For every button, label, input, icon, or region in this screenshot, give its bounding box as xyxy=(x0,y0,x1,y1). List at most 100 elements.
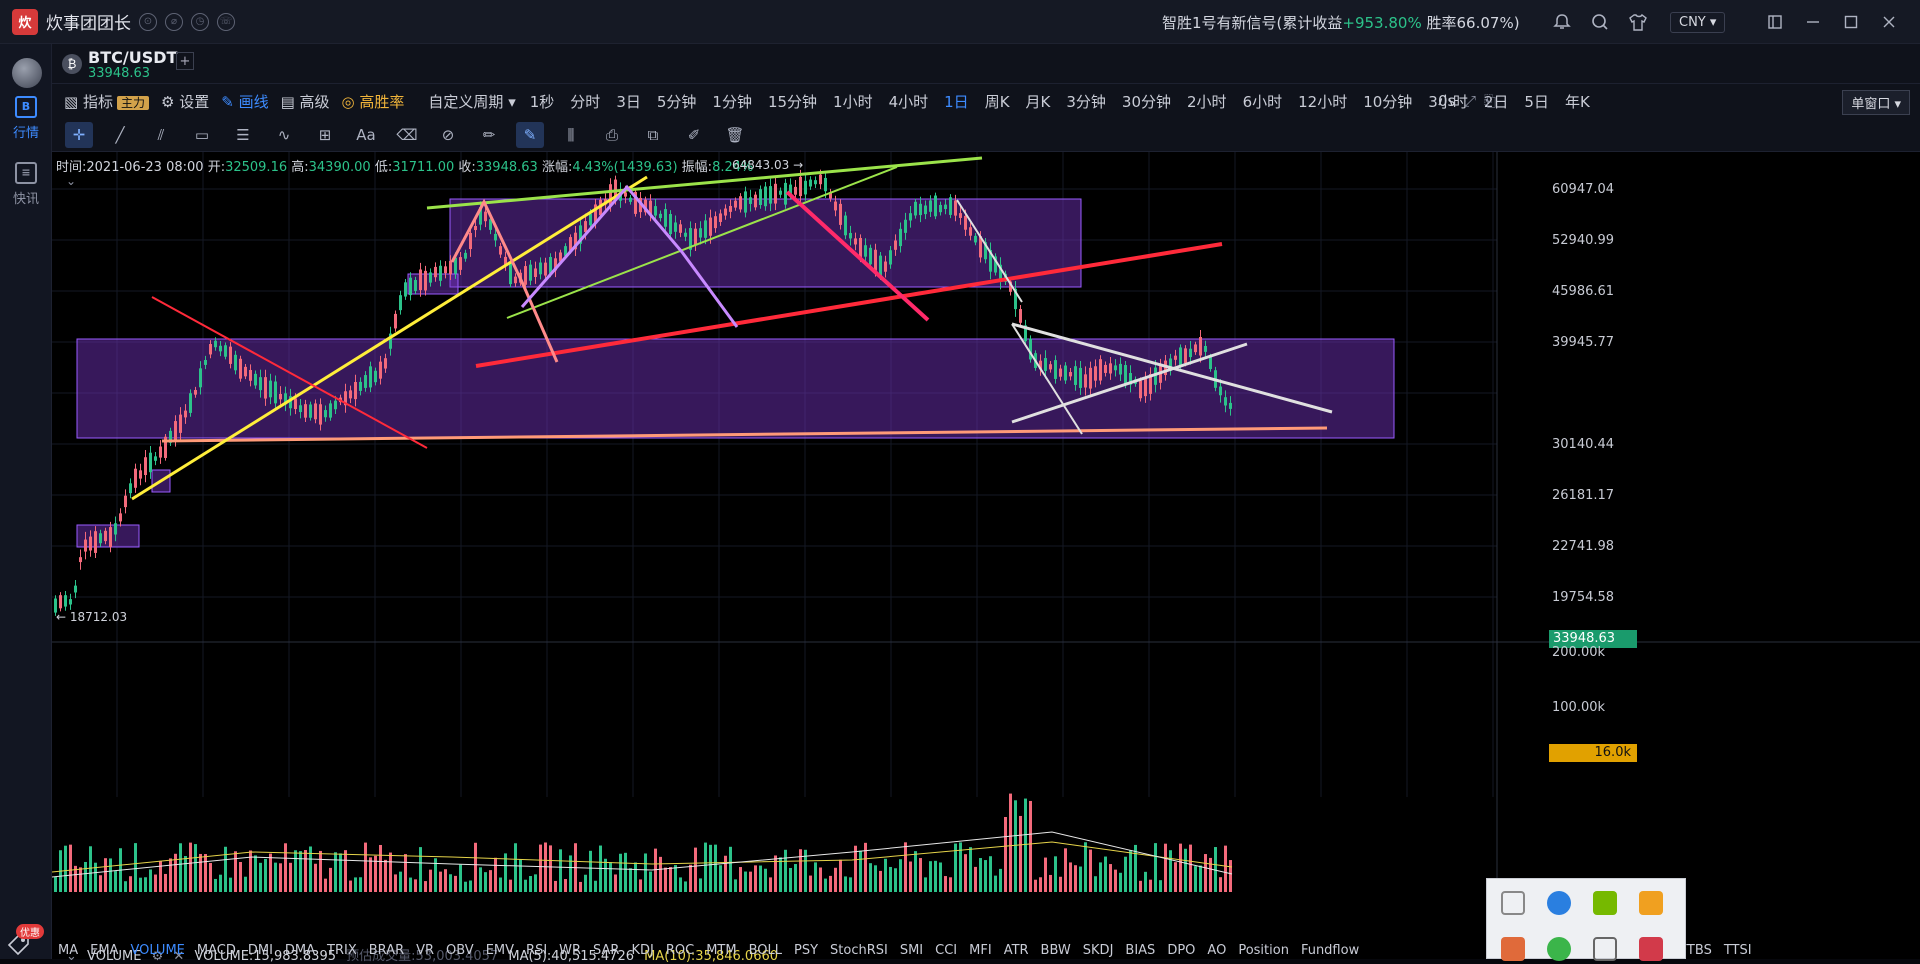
indicator-tab[interactable]: PSY xyxy=(793,943,819,958)
rectangle-icon[interactable]: ▭ xyxy=(194,125,210,144)
period-option[interactable]: 年K xyxy=(1564,92,1590,111)
chart-canvas[interactable] xyxy=(52,152,1920,959)
shield-icon[interactable] xyxy=(1639,891,1663,915)
currency-select[interactable]: CNY ▾ xyxy=(1670,11,1726,33)
window-mode-select[interactable]: 单窗口 ▾ xyxy=(1842,90,1910,115)
bell-icon[interactable] xyxy=(1548,8,1576,36)
draw-mode-icon[interactable]: ✎ xyxy=(516,121,544,148)
restore-layout-icon[interactable] xyxy=(1761,8,1789,36)
period-option[interactable]: 15分钟 xyxy=(767,92,818,111)
indicator-tab[interactable]: WR xyxy=(559,943,582,958)
indicator-tab[interactable]: MFI xyxy=(969,943,992,958)
indicator-tab[interactable]: MA xyxy=(58,943,79,958)
period-option[interactable]: 6小时 xyxy=(1242,92,1283,111)
indicator-tab[interactable]: ROC xyxy=(665,943,695,958)
indicator-tab[interactable]: MTM xyxy=(706,943,737,958)
chart-area[interactable]: 时间:2021-06-23 08:00 开:32509.16 高:34390.0… xyxy=(52,152,1920,964)
magnet-icon[interactable]: ⊘ xyxy=(441,125,455,144)
period-option[interactable]: 分时 xyxy=(570,92,601,111)
indicator-tab[interactable]: SKDJ xyxy=(1082,943,1114,958)
close-icon[interactable] xyxy=(1875,8,1903,36)
indicator-tab[interactable]: VR xyxy=(416,943,435,958)
settings-icon[interactable]: ⚙ xyxy=(151,949,164,964)
period-option[interactable]: 1秒 xyxy=(529,92,555,111)
period-option[interactable]: 2日 xyxy=(1483,92,1509,111)
measure-icon[interactable]: ⊞ xyxy=(318,125,332,144)
indicator-tab[interactable]: OBV xyxy=(446,943,474,958)
lock-icon[interactable]: ⎙ xyxy=(605,125,618,144)
trend-line-icon[interactable]: ╱ xyxy=(115,125,125,144)
badge-icon[interactable]: ⊙ xyxy=(139,12,157,31)
indicator-tab[interactable]: StochRSI xyxy=(830,943,888,958)
copy-icon[interactable]: ⧉ xyxy=(647,125,659,144)
collapse-chevron-icon[interactable]: ⌄ xyxy=(66,174,77,188)
indicator-tab[interactable]: AO xyxy=(1207,943,1227,958)
indicator-tab[interactable]: MACD xyxy=(196,943,236,958)
period-option[interactable]: 1分钟 xyxy=(712,92,752,111)
indicators-button[interactable]: ▧ 指标 主力 xyxy=(64,91,149,112)
period-option[interactable]: 3日 xyxy=(616,92,641,111)
zero-seconds[interactable]: 0s xyxy=(1438,92,1456,110)
settings-button[interactable]: ⚙ 设置 xyxy=(160,92,210,111)
delete-icon[interactable]: 🗑 xyxy=(725,125,745,144)
period-option[interactable]: 4小时 xyxy=(888,92,929,111)
draw-button[interactable]: ✎ 画线 xyxy=(221,92,269,111)
indicator-tab[interactable]: KDJ xyxy=(631,943,654,958)
indicator-tab[interactable]: DPO xyxy=(1167,943,1196,958)
indicator-tab[interactable]: BOLL xyxy=(748,943,782,958)
app-avatar[interactable]: 炊 xyxy=(12,8,38,35)
indicator-tab[interactable]: DMI xyxy=(247,943,273,958)
screenshot-icon[interactable]: ⎗ xyxy=(1484,92,1497,110)
period-option[interactable]: 30分钟 xyxy=(1121,92,1172,111)
ruler-icon[interactable]: ✏ xyxy=(482,125,496,144)
eraser-icon[interactable]: ⌫ xyxy=(396,125,418,144)
symbol-pair[interactable]: BTC/USDT xyxy=(88,48,178,67)
indicator-tab[interactable]: BBW xyxy=(1040,943,1071,958)
edit-icon[interactable]: ✐ xyxy=(687,125,701,144)
indicator-tab[interactable]: ATR xyxy=(1003,943,1029,958)
tray-misc-icon[interactable] xyxy=(1593,937,1617,961)
indicator-tab[interactable]: CCI xyxy=(935,943,958,958)
sidebar-item-news[interactable]: ≡ 快讯 xyxy=(0,162,52,207)
wave-icon[interactable]: ∿ xyxy=(277,125,291,144)
indicator-tab[interactable]: EMA xyxy=(90,943,119,958)
period-option[interactable]: 3小时 xyxy=(1428,92,1468,111)
sidebar-item-market[interactable]: B 行情 xyxy=(0,96,52,141)
indicator-tab[interactable]: EMV xyxy=(485,943,515,958)
indicator-tab[interactable]: SMI xyxy=(899,943,924,958)
period-option[interactable]: 3分钟 xyxy=(1066,92,1106,111)
period-option[interactable]: 1小时 xyxy=(833,92,873,111)
badge-icon[interactable]: ◷ xyxy=(191,12,209,31)
indicator-tab[interactable]: SAR xyxy=(593,943,620,958)
indicator-tab[interactable]: TTSI xyxy=(1723,943,1752,958)
signal-notice[interactable]: 智胜1号有新信号(累计收益+953.80% 胜率66.07%) xyxy=(1162,12,1520,33)
period-option[interactable]: 5日 xyxy=(1524,92,1549,111)
badge-icon[interactable]: ⌀ xyxy=(165,12,183,31)
indicator-tab[interactable]: FTBS xyxy=(1679,943,1712,958)
period-option[interactable]: 周K xyxy=(984,92,1010,111)
indicator-tab[interactable]: TRIX xyxy=(327,943,357,958)
badge-icon[interactable]: ☏ xyxy=(217,12,235,31)
crosshair-icon[interactable]: ✛ xyxy=(65,121,93,148)
usb-icon[interactable] xyxy=(1501,891,1525,915)
sidebar-logo-icon[interactable] xyxy=(12,58,42,88)
indicator-tab[interactable]: BIAS xyxy=(1125,943,1156,958)
app-tray-icon[interactable] xyxy=(1501,937,1525,961)
win-rate-button[interactable]: ◎ 高胜率 xyxy=(341,92,405,111)
text-icon[interactable]: Aa xyxy=(356,125,376,144)
minimize-icon[interactable] xyxy=(1799,8,1827,36)
advanced-button[interactable]: ▤ 高级 xyxy=(280,92,330,111)
wechat-icon[interactable] xyxy=(1547,937,1571,961)
maximize-icon[interactable] xyxy=(1837,8,1865,36)
custom-period-select[interactable]: 自定义周期 ▾ xyxy=(428,92,516,111)
fullscreen-icon[interactable]: ⤢ xyxy=(1464,92,1477,110)
period-option[interactable]: 5分钟 xyxy=(656,92,697,111)
indicator-tab[interactable]: RSI xyxy=(526,943,548,958)
horizontal-lines-icon[interactable]: ☰ xyxy=(236,125,250,144)
period-option[interactable]: 月K xyxy=(1025,92,1051,111)
search-icon[interactable] xyxy=(1586,8,1614,36)
promo-button[interactable]: 优惠 xyxy=(4,924,44,958)
indicator-tab[interactable]: VOLUME xyxy=(130,943,185,958)
indicator-tab[interactable]: Fundflow xyxy=(1300,943,1360,958)
period-option[interactable]: 1日 xyxy=(944,92,969,111)
